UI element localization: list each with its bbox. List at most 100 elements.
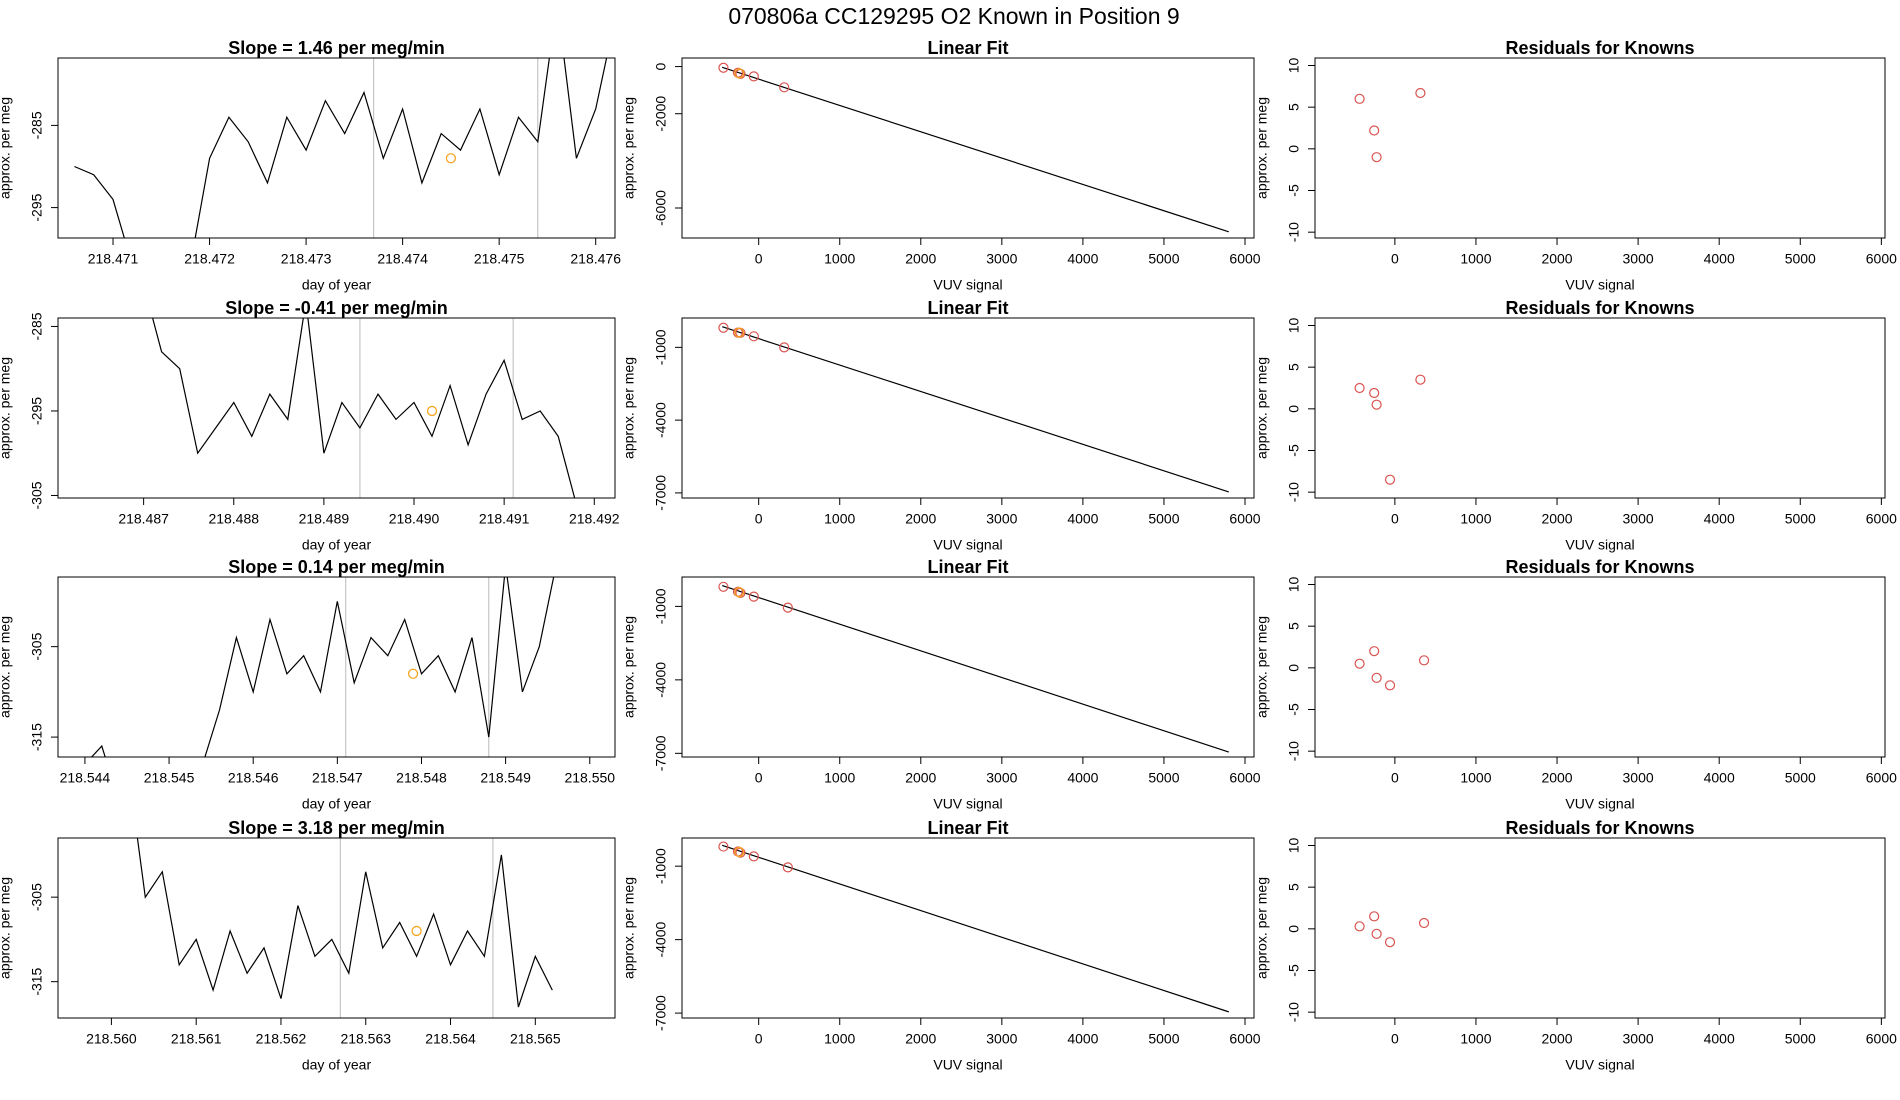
chart-title: Residuals for Knowns <box>1505 818 1694 838</box>
y-tick-label: -4000 <box>653 662 669 698</box>
x-tick-label: 2000 <box>1541 511 1572 527</box>
x-tick-label: 1000 <box>824 251 855 267</box>
chart-title: Linear Fit <box>927 298 1008 318</box>
x-tick-label: 5000 <box>1785 770 1816 786</box>
y-tick-label: 0 <box>1286 664 1302 672</box>
data-point <box>1384 680 1396 691</box>
x-tick-label: 2000 <box>905 1031 936 1047</box>
y-tick-label: -315 <box>29 967 45 995</box>
y-tick-label: -285 <box>29 312 45 340</box>
highlight-point <box>407 668 419 679</box>
plot-frame <box>1314 57 1886 239</box>
y-tick-label: 5 <box>1286 622 1302 630</box>
chart-title: Linear Fit <box>927 818 1008 838</box>
x-tick-label: 3000 <box>986 511 1017 527</box>
x-tick-label: 5000 <box>1785 511 1816 527</box>
x-tick-label: 4000 <box>1704 511 1735 527</box>
x-axis-label: day of year <box>302 796 372 812</box>
y-tick-label: 10 <box>1286 838 1302 854</box>
main-title: 070806a CC129295 O2 Known in Position 9 <box>728 3 1179 29</box>
data-point <box>779 342 790 353</box>
x-tick-label: 218.562 <box>256 1031 307 1047</box>
y-tick-label: 5 <box>1286 103 1302 111</box>
highlight-point <box>426 405 438 417</box>
x-tick-label: 218.549 <box>480 770 531 786</box>
plot-area <box>1354 374 1426 485</box>
y-tick-label: -4000 <box>653 922 669 958</box>
x-tick-label: 4000 <box>1067 511 1098 527</box>
y-tick-label: 0 <box>653 62 669 70</box>
data-point <box>1371 399 1382 410</box>
x-tick-label: 1000 <box>1460 770 1491 786</box>
y-tick-label: -5 <box>1286 444 1302 457</box>
x-tick-label: 218.487 <box>118 511 169 527</box>
x-tick-label: 218.489 <box>299 511 350 527</box>
data-point <box>718 62 729 73</box>
y-tick-label: -7000 <box>653 475 669 511</box>
x-tick-label: 218.545 <box>144 770 195 786</box>
data-point <box>779 82 790 93</box>
data-point <box>748 851 759 862</box>
data-point <box>1415 87 1426 99</box>
data-point <box>1371 928 1382 939</box>
x-tick-label: 3000 <box>986 1031 1017 1047</box>
data-point <box>1369 911 1380 922</box>
plot-frame <box>1314 837 1886 1019</box>
x-tick-label: 3000 <box>1623 251 1654 267</box>
plot-area <box>718 841 1229 1013</box>
x-tick-label: 4000 <box>1067 770 1098 786</box>
data-point <box>1354 658 1365 669</box>
y-tick-label: -305 <box>29 883 45 911</box>
x-tick-label: 4000 <box>1704 1031 1735 1047</box>
chart-title: Slope = 1.46 per meg/min <box>228 38 445 58</box>
highlight-point <box>734 327 745 338</box>
plot-frame <box>1314 576 1886 758</box>
fit-line <box>722 585 1229 753</box>
x-axis-label: VUV signal <box>933 277 1002 293</box>
chart-title: Linear Fit <box>927 38 1008 58</box>
chart-title: Residuals for Knowns <box>1505 298 1694 318</box>
y-tick-label: 0 <box>1286 405 1302 413</box>
data-point <box>1369 387 1380 399</box>
data-point <box>782 862 793 873</box>
highlight-point <box>734 68 745 79</box>
x-tick-label: 218.488 <box>208 511 259 527</box>
x-tick-label: 218.565 <box>510 1031 561 1047</box>
x-tick-label: 1000 <box>824 511 855 527</box>
x-tick-label: 6000 <box>1866 511 1897 527</box>
x-tick-label: 1000 <box>1460 1031 1491 1047</box>
y-tick-label: -5 <box>1286 964 1302 977</box>
data-point <box>718 322 729 333</box>
chart-title: Residuals for Knowns <box>1505 38 1694 58</box>
fit-line <box>722 326 1229 493</box>
x-tick-label: 218.564 <box>425 1031 476 1047</box>
x-tick-label: 4000 <box>1067 1031 1098 1047</box>
chart-title: Linear Fit <box>927 557 1008 577</box>
x-tick-label: 6000 <box>1866 251 1897 267</box>
x-axis-label: VUV signal <box>1565 1057 1634 1073</box>
y-tick-label: -5 <box>1286 184 1302 197</box>
chart-title: Residuals for Knowns <box>1505 557 1694 577</box>
data-line <box>151 318 576 498</box>
x-tick-label: 5000 <box>1148 511 1179 527</box>
y-axis-label: approx. per meg <box>621 877 637 979</box>
x-axis-label: day of year <box>302 1057 372 1073</box>
data-point <box>1415 374 1426 385</box>
x-tick-label: 1000 <box>1460 511 1491 527</box>
data-point <box>1369 646 1380 657</box>
x-tick-label: 218.475 <box>474 251 525 267</box>
data-point <box>1418 655 1430 666</box>
x-tick-label: 3000 <box>1623 1031 1654 1047</box>
y-tick-label: -10 <box>1286 741 1302 761</box>
data-point <box>1354 93 1365 104</box>
y-tick-label: -305 <box>29 481 45 509</box>
plot-area <box>718 322 1229 493</box>
y-tick-label: -295 <box>29 397 45 425</box>
data-point <box>1354 382 1365 394</box>
y-axis-label: approx. per meg <box>0 357 13 459</box>
highlight-point <box>734 587 745 598</box>
plot-area <box>74 58 608 238</box>
plot-area <box>1354 911 1430 948</box>
x-tick-label: 2000 <box>905 770 936 786</box>
